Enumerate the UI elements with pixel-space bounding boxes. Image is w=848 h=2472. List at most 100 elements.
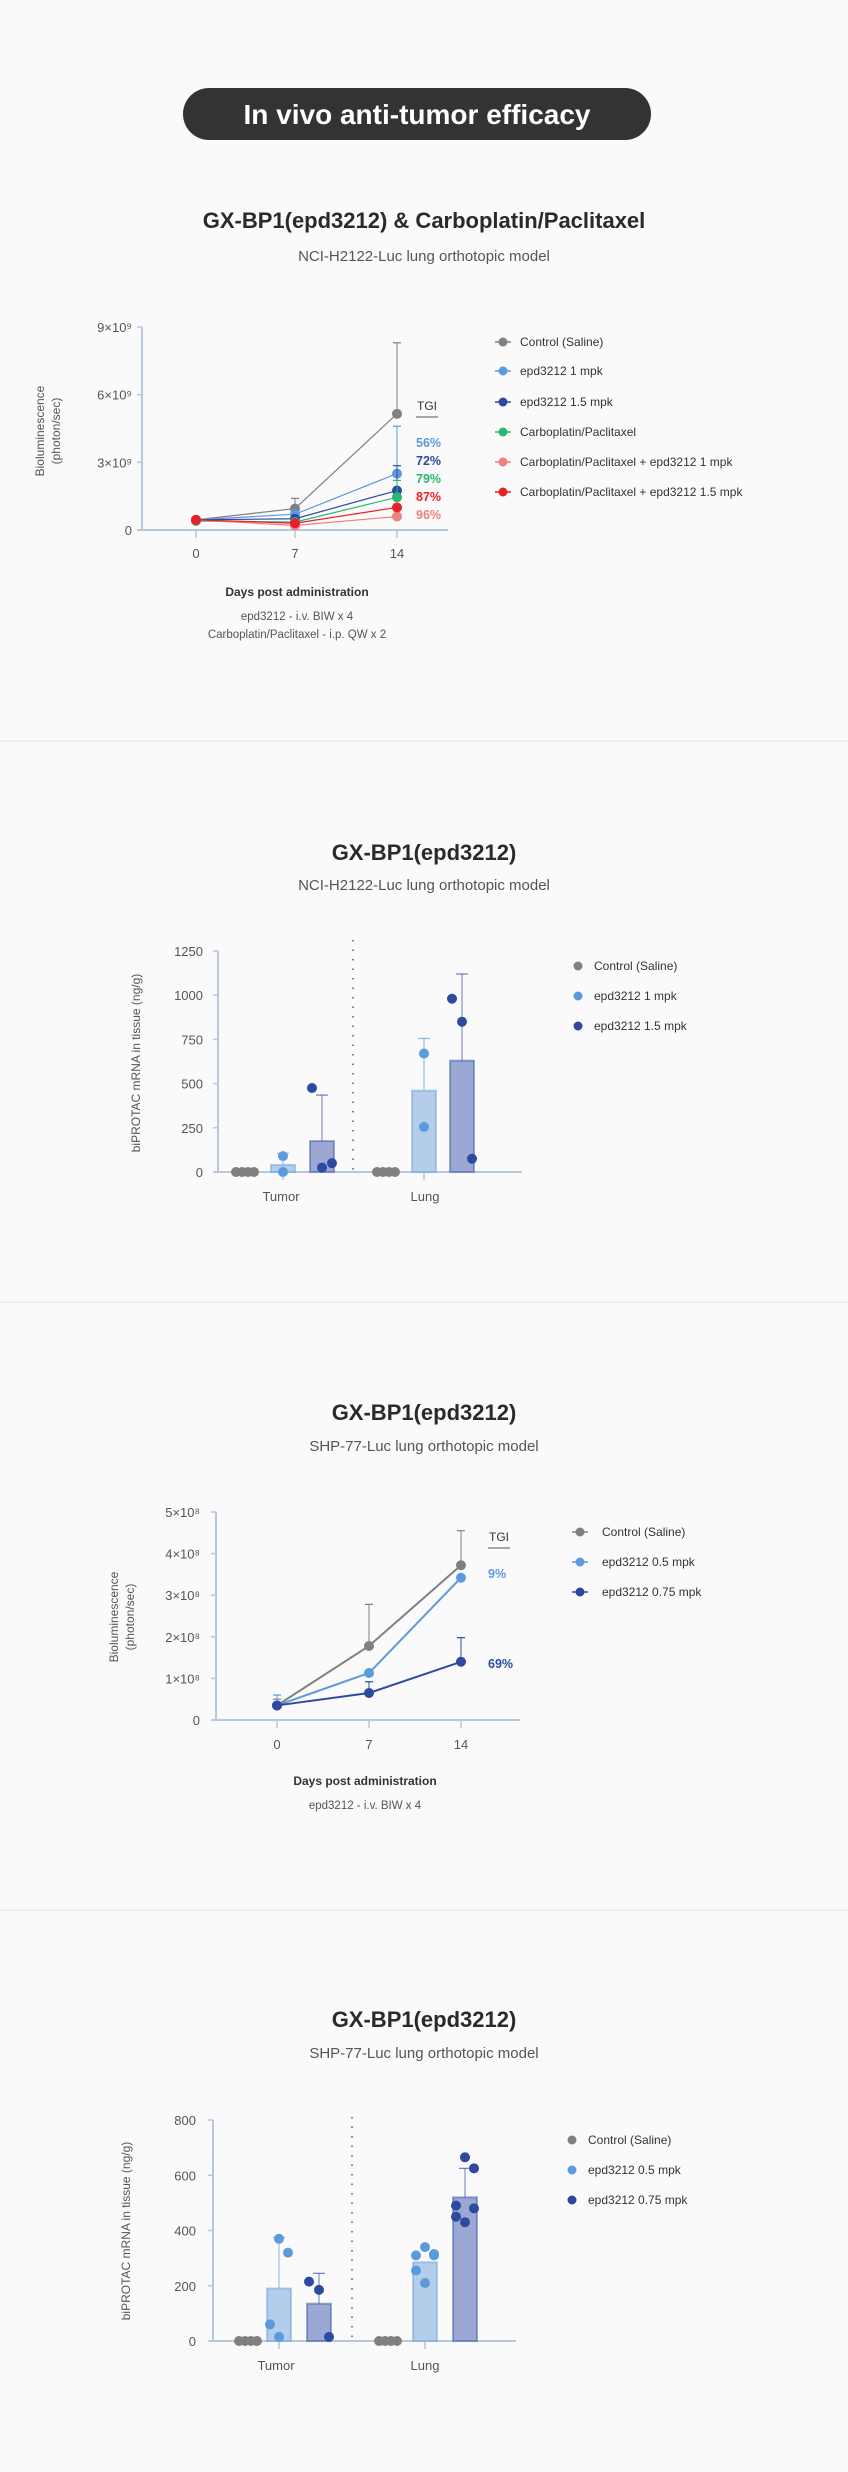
chart-subtitle: SHP-77-Luc lung orthotopic model: [309, 2045, 538, 2062]
legend-item: Control (Saline): [567, 2133, 671, 2147]
chart-4: GX-BP1(epd3212) SHP-77-Luc lung orthotopi…: [119, 2007, 688, 2373]
legend-dot-marker: [573, 961, 583, 971]
y-tick-label: 6×10⁹: [97, 388, 132, 403]
y-tick-label: 1×10⁸: [165, 1671, 200, 1686]
chart-subtitle: NCI-H2122-Luc lung orthotopic model: [298, 877, 550, 894]
series-epd3212-0-75-mpk: [304, 2152, 479, 2343]
y-tick-label: 1250: [174, 944, 203, 959]
data-point: [456, 1572, 466, 1583]
data-point: [456, 1560, 466, 1571]
data-point: [272, 1700, 282, 1711]
x-axis-label: Days post administration: [225, 585, 368, 599]
data-point: [278, 1167, 288, 1177]
y-tick-label: 2×10⁸: [165, 1630, 200, 1645]
chart-subtitle: SHP-77-Luc lung orthotopic model: [309, 1438, 538, 1455]
legend-label: epd3212 0.75 mpk: [588, 2193, 688, 2207]
legend-dot-marker: [567, 2195, 577, 2205]
legend-item: epd3212 0.75 mpk: [572, 1585, 702, 1599]
tgi-value: 87%: [416, 490, 441, 504]
data-point: [456, 1656, 466, 1667]
legend-item: Control (Saline): [573, 959, 677, 973]
legend-item: Carboplatin/Paclitaxel + epd3212 1.5 mpk: [495, 485, 743, 499]
y-axis-label: Bioluminescence: [33, 385, 47, 476]
data-point: [451, 2211, 461, 2222]
legend-label: epd3212 1 mpk: [520, 364, 604, 378]
legend-label: Control (Saline): [520, 335, 603, 349]
data-point: [390, 1167, 400, 1177]
x-tick-label: 14: [454, 1737, 468, 1752]
x-tick-label: 7: [365, 1737, 372, 1752]
series-control-saline-: [234, 2336, 402, 2346]
y-tick-label: 5×10⁸: [165, 1505, 200, 1520]
data-point: [392, 511, 402, 522]
legend-item: epd3212 1 mpk: [495, 364, 604, 378]
data-point: [191, 514, 201, 525]
legend-label: Control (Saline): [588, 2133, 671, 2147]
data-point: [420, 2242, 430, 2253]
category-label: Tumor: [257, 2358, 295, 2373]
y-tick-label: 0: [196, 1165, 203, 1180]
x-tick-label: 0: [192, 546, 199, 561]
data-point: [467, 1153, 477, 1164]
y-tick-label: 9×10⁹: [97, 320, 132, 335]
tgi-value: 9%: [488, 1567, 506, 1581]
legend-dot-marker: [498, 487, 508, 497]
y-tick-label: 500: [181, 1077, 203, 1092]
series-epd3212-0-75-mpk: [272, 1637, 466, 1711]
tgi-header: TGI: [417, 399, 437, 413]
chart-title: GX-BP1(epd3212): [332, 840, 517, 865]
category-label: Tumor: [262, 1189, 300, 1204]
charts: GX-BP1(epd3212) & Carboplatin/Paclitaxel…: [33, 208, 743, 2373]
chart-title: GX-BP1(epd3212) & Carboplatin/Paclitaxel: [203, 208, 646, 233]
y-axis-label: (photon/sec): [123, 1584, 137, 1651]
data-point: [392, 502, 402, 513]
data-point: [451, 2200, 461, 2211]
tgi-header: TGI: [489, 1530, 509, 1544]
data-point: [460, 2217, 470, 2228]
y-tick-label: 4×10⁸: [165, 1547, 200, 1562]
legend-dot-marker: [575, 1527, 585, 1537]
legend-dot-marker: [575, 1557, 585, 1567]
legend-item: epd3212 0.5 mpk: [572, 1555, 696, 1569]
dosing-note: epd3212 - i.v. BIW x 4: [309, 1800, 422, 1812]
legend-item: epd3212 1 mpk: [573, 989, 678, 1003]
legend-label: epd3212 0.75 mpk: [602, 1585, 702, 1599]
legend-item: epd3212 1.5 mpk: [573, 1019, 688, 1033]
header-pill-background: [183, 88, 651, 140]
y-axis-label: Bioluminescence: [107, 1571, 121, 1662]
data-point: [265, 2319, 275, 2330]
legend-item: epd3212 1.5 mpk: [495, 395, 614, 409]
legend-item: epd3212 0.5 mpk: [567, 2163, 682, 2177]
legend-dot-marker: [498, 397, 508, 407]
data-point: [364, 1640, 374, 1651]
x-tick-label: 14: [390, 546, 404, 561]
y-tick-label: 3×10⁸: [165, 1588, 200, 1603]
data-point: [324, 2331, 334, 2342]
chart-subtitle: NCI-H2122-Luc lung orthotopic model: [298, 248, 550, 265]
legend-dot-marker: [567, 2165, 577, 2175]
legend-dot-marker: [498, 427, 508, 437]
series-epd3212-1-5-mpk: [307, 973, 477, 1174]
page-heading: In vivo anti-tumor efficacy: [244, 99, 591, 130]
y-tick-label: 800: [174, 2113, 196, 2128]
data-point: [419, 1121, 429, 1132]
tgi-value: 79%: [416, 472, 441, 486]
dosing-note: epd3212 - i.v. BIW x 4: [241, 611, 354, 623]
data-point: [307, 1083, 317, 1094]
y-tick-label: 1000: [174, 988, 203, 1003]
y-axis-label: (photon/sec): [49, 398, 63, 465]
legend-dot-marker: [575, 1587, 585, 1597]
legend-label: epd3212 1.5 mpk: [520, 395, 614, 409]
series-epd3212-1-mpk: [270, 1037, 437, 1177]
tgi-value: 69%: [488, 1657, 513, 1671]
data-point: [278, 1151, 288, 1162]
y-tick-label: 400: [174, 2224, 196, 2239]
y-axis-label: biPROTAC mRNA in tissue (ng/g): [129, 974, 143, 1153]
data-point: [304, 2276, 314, 2287]
legend-label: epd3212 1.5 mpk: [594, 1019, 688, 1033]
tgi-value: 56%: [416, 436, 441, 450]
legend-item: Control (Saline): [572, 1525, 685, 1539]
legend-label: Carboplatin/Paclitaxel + epd3212 1.5 mpk: [520, 485, 743, 499]
data-point: [411, 2265, 421, 2276]
